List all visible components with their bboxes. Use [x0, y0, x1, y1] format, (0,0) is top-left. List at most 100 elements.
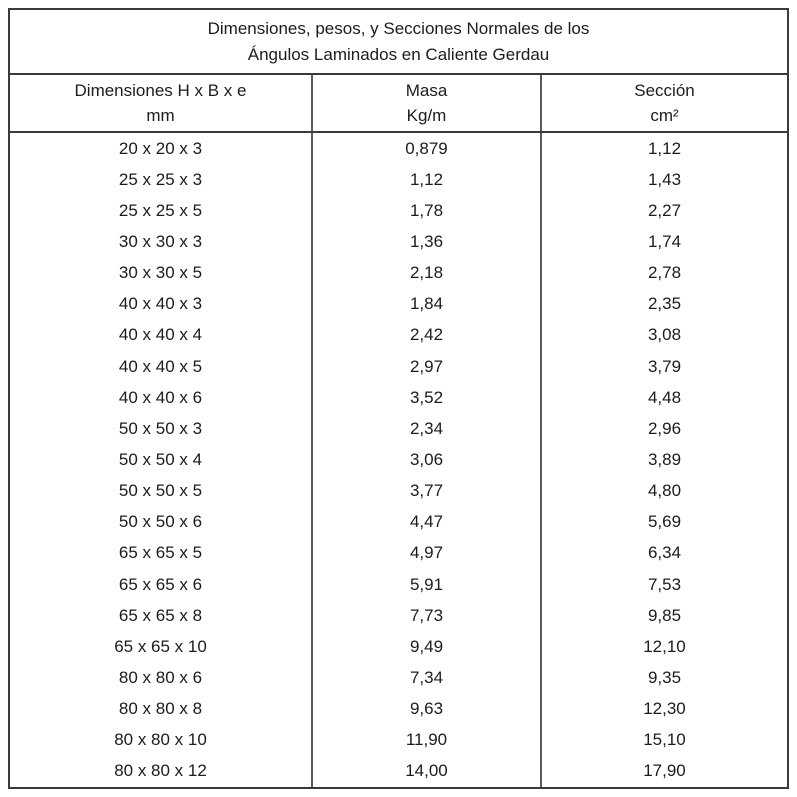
- masa-cell: 2,42: [311, 319, 540, 351]
- masa-cell: 3,77: [311, 475, 540, 507]
- table-row: 40 x 40 x 5 2,97 3,79: [10, 350, 787, 383]
- header-seccion-unit: cm²: [650, 106, 679, 125]
- masa-cell: 4,97: [311, 537, 540, 569]
- masa-cell: 9,63: [311, 693, 540, 725]
- masa-cell: 1,84: [311, 288, 540, 320]
- masa-cell: 11,90: [311, 724, 540, 756]
- table-row: 25 x 25 x 5 1,78 2,27: [10, 195, 787, 227]
- table-row: 25 x 25 x 3 1,12 1,43: [10, 164, 787, 196]
- table-row: 50 x 50 x 4 3,06 3,89: [10, 444, 787, 476]
- dimension-cell: 65 x 65 x 10: [114, 636, 207, 656]
- seccion-cell: 12,30: [540, 693, 787, 725]
- dimension-cell: 40 x 40 x 6: [118, 387, 203, 407]
- header-masa: Masa Kg/m: [311, 75, 540, 131]
- dimension-cell: 25 x 25 x 3: [118, 169, 203, 189]
- table-row: 65 x 65 x 5 4,97 6,34: [10, 537, 787, 569]
- masa-cell: 0,879: [311, 133, 540, 165]
- masa-cell: 2,97: [311, 350, 540, 383]
- table-row: 80 x 80 x 10 11,90 15,10: [10, 724, 787, 756]
- dimension-cell: 50 x 50 x 4: [118, 449, 203, 469]
- dimension-cell: 65 x 65 x 8: [118, 605, 203, 625]
- dimension-cell: 50 x 50 x 5: [118, 481, 203, 501]
- seccion-cell: 7,53: [540, 568, 787, 601]
- table-row: 50 x 50 x 5 3,77 4,80: [10, 475, 787, 507]
- masa-cell: 1,36: [311, 226, 540, 258]
- table-row: 80 x 80 x 12 14,00 17,90: [10, 755, 787, 787]
- seccion-cell: 4,48: [540, 382, 787, 414]
- table-row: 65 x 65 x 10 9,49 12,10: [10, 631, 787, 663]
- dimension-cell: 30 x 30 x 3: [118, 231, 203, 251]
- masa-cell: 3,52: [311, 382, 540, 414]
- table-row: 80 x 80 x 6 7,34 9,35: [10, 662, 787, 694]
- dimension-cell: 65 x 65 x 5: [118, 543, 203, 563]
- table-title: Dimensiones, pesos, y Secciones Normales…: [10, 10, 787, 75]
- table-body: 20 x 20 x 3 0,879 1,12 25 x 25 x 3 1,12 …: [10, 133, 787, 787]
- table-title-line1: Dimensiones, pesos, y Secciones Normales…: [207, 18, 590, 38]
- seccion-cell: 17,90: [540, 755, 787, 787]
- header-seccion: Sección cm²: [540, 75, 787, 131]
- seccion-cell: 6,34: [540, 537, 787, 569]
- table-row: 65 x 65 x 6 5,91 7,53: [10, 568, 787, 601]
- table-row: 50 x 50 x 6 4,47 5,69: [10, 506, 787, 538]
- table-row: 40 x 40 x 6 3,52 4,48: [10, 382, 787, 414]
- dimension-cell: 65 x 65 x 6: [118, 574, 203, 594]
- header-dimensiones-label: Dimensiones H x B x e: [74, 81, 247, 100]
- table-row: 50 x 50 x 3 2,34 2,96: [10, 413, 787, 445]
- masa-cell: 14,00: [311, 755, 540, 787]
- seccion-cell: 2,35: [540, 288, 787, 320]
- seccion-cell: 9,35: [540, 662, 787, 694]
- masa-cell: 7,73: [311, 600, 540, 632]
- header-seccion-label: Sección: [634, 81, 695, 100]
- seccion-cell: 12,10: [540, 631, 787, 663]
- seccion-cell: 3,89: [540, 444, 787, 476]
- table-row: 40 x 40 x 4 2,42 3,08: [10, 319, 787, 351]
- dimension-cell: 80 x 80 x 10: [114, 730, 207, 750]
- dimension-cell: 50 x 50 x 6: [118, 512, 203, 532]
- dimension-cell: 40 x 40 x 5: [118, 356, 203, 376]
- masa-cell: 2,18: [311, 257, 540, 289]
- header-dimensiones-unit: mm: [146, 106, 175, 125]
- seccion-cell: 1,12: [540, 133, 787, 165]
- table-row: 30 x 30 x 5 2,18 2,78: [10, 257, 787, 289]
- seccion-cell: 1,74: [540, 226, 787, 258]
- table-row: 65 x 65 x 8 7,73 9,85: [10, 600, 787, 632]
- dimension-cell: 40 x 40 x 4: [118, 325, 203, 345]
- header-masa-unit: Kg/m: [406, 106, 447, 125]
- dimension-cell: 30 x 30 x 5: [118, 263, 203, 283]
- dimension-cell: 20 x 20 x 3: [118, 138, 203, 158]
- seccion-cell: 5,69: [540, 506, 787, 538]
- seccion-cell: 2,78: [540, 257, 787, 289]
- dimension-cell: 80 x 80 x 6: [118, 667, 203, 687]
- dimension-cell: 80 x 80 x 8: [118, 699, 203, 719]
- header-masa-label: Masa: [405, 81, 448, 100]
- dimension-cell: 40 x 40 x 3: [118, 294, 203, 314]
- masa-cell: 9,49: [311, 631, 540, 663]
- table-row: 80 x 80 x 8 9,63 12,30: [10, 693, 787, 725]
- table-row: 20 x 20 x 3 0,879 1,12: [10, 133, 787, 165]
- seccion-cell: 3,79: [540, 350, 787, 383]
- table-title-line2: Ángulos Laminados en Caliente Gerdau: [247, 44, 550, 64]
- masa-cell: 1,12: [311, 164, 540, 196]
- seccion-cell: 15,10: [540, 724, 787, 756]
- seccion-cell: 2,27: [540, 195, 787, 227]
- table-row: 40 x 40 x 3 1,84 2,35: [10, 288, 787, 320]
- masa-cell: 1,78: [311, 195, 540, 227]
- masa-cell: 3,06: [311, 444, 540, 476]
- dimension-cell: 80 x 80 x 12: [114, 761, 207, 781]
- header-dimensiones: Dimensiones H x B x e mm: [10, 75, 311, 131]
- seccion-cell: 1,43: [540, 164, 787, 196]
- seccion-cell: 9,85: [540, 600, 787, 632]
- seccion-cell: 3,08: [540, 319, 787, 351]
- seccion-cell: 4,80: [540, 475, 787, 507]
- masa-cell: 4,47: [311, 506, 540, 538]
- table-header-row: Dimensiones H x B x e mm Masa Kg/m Secci…: [10, 75, 787, 133]
- dimension-cell: 50 x 50 x 3: [118, 418, 203, 438]
- masa-cell: 2,34: [311, 413, 540, 445]
- masa-cell: 5,91: [311, 568, 540, 601]
- table-row: 30 x 30 x 3 1,36 1,74: [10, 226, 787, 258]
- masa-cell: 7,34: [311, 662, 540, 694]
- dimension-cell: 25 x 25 x 5: [118, 200, 203, 220]
- seccion-cell: 2,96: [540, 413, 787, 445]
- angles-table: Dimensiones, pesos, y Secciones Normales…: [8, 8, 789, 789]
